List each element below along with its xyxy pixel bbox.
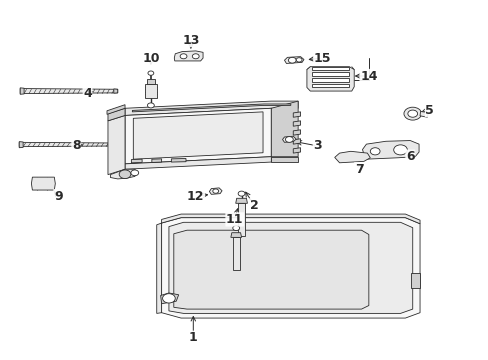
Polygon shape xyxy=(334,151,369,163)
Polygon shape xyxy=(235,198,247,203)
Circle shape xyxy=(369,148,379,155)
Text: 15: 15 xyxy=(313,51,330,64)
Polygon shape xyxy=(174,51,203,61)
Polygon shape xyxy=(110,169,137,179)
Polygon shape xyxy=(311,67,348,70)
Circle shape xyxy=(232,226,239,230)
Circle shape xyxy=(162,294,175,303)
Polygon shape xyxy=(282,136,296,142)
Polygon shape xyxy=(107,105,125,114)
Polygon shape xyxy=(293,121,300,126)
Circle shape xyxy=(403,107,421,120)
Polygon shape xyxy=(209,188,222,194)
Circle shape xyxy=(148,71,154,75)
Polygon shape xyxy=(20,88,24,94)
Circle shape xyxy=(285,136,293,142)
Text: 6: 6 xyxy=(405,150,414,163)
Circle shape xyxy=(131,170,139,176)
Polygon shape xyxy=(132,104,290,112)
Polygon shape xyxy=(133,112,263,159)
Polygon shape xyxy=(311,72,348,76)
Polygon shape xyxy=(152,159,161,162)
Polygon shape xyxy=(161,218,419,318)
Polygon shape xyxy=(293,148,300,153)
Text: 4: 4 xyxy=(83,87,92,100)
Polygon shape xyxy=(293,112,300,117)
Polygon shape xyxy=(114,89,118,93)
Polygon shape xyxy=(237,203,245,235)
Polygon shape xyxy=(19,142,124,147)
Polygon shape xyxy=(131,159,142,163)
Polygon shape xyxy=(410,273,419,288)
Polygon shape xyxy=(125,108,271,164)
Text: 14: 14 xyxy=(359,69,377,82)
Text: 3: 3 xyxy=(313,139,321,152)
Circle shape xyxy=(212,189,218,193)
Polygon shape xyxy=(311,78,348,82)
Polygon shape xyxy=(306,67,353,91)
Polygon shape xyxy=(125,101,298,116)
Polygon shape xyxy=(31,177,55,190)
Polygon shape xyxy=(362,140,418,159)
Polygon shape xyxy=(173,230,368,309)
Polygon shape xyxy=(161,214,419,224)
Polygon shape xyxy=(293,130,300,135)
Circle shape xyxy=(147,103,154,108)
Text: 7: 7 xyxy=(354,163,363,176)
Polygon shape xyxy=(271,101,298,157)
Text: 5: 5 xyxy=(425,104,433,117)
Polygon shape xyxy=(271,157,298,162)
Text: 2: 2 xyxy=(249,199,258,212)
Circle shape xyxy=(238,191,244,196)
Polygon shape xyxy=(19,141,23,148)
Text: 10: 10 xyxy=(142,51,159,64)
Polygon shape xyxy=(20,89,118,94)
Polygon shape xyxy=(232,237,239,270)
Text: 13: 13 xyxy=(182,33,199,47)
Polygon shape xyxy=(168,222,412,314)
Text: 8: 8 xyxy=(72,139,81,152)
Polygon shape xyxy=(293,139,300,144)
Polygon shape xyxy=(284,57,304,63)
Text: 1: 1 xyxy=(188,331,197,344)
Text: 12: 12 xyxy=(186,190,204,203)
Circle shape xyxy=(288,57,296,63)
Polygon shape xyxy=(171,158,185,162)
Circle shape xyxy=(393,145,407,155)
Circle shape xyxy=(296,58,302,62)
Circle shape xyxy=(119,170,131,179)
Polygon shape xyxy=(230,233,241,237)
Polygon shape xyxy=(419,112,427,117)
Polygon shape xyxy=(147,78,155,84)
Text: 9: 9 xyxy=(54,190,62,203)
Text: 11: 11 xyxy=(225,213,243,226)
Polygon shape xyxy=(145,84,157,98)
Circle shape xyxy=(192,54,199,59)
Polygon shape xyxy=(108,116,125,175)
Polygon shape xyxy=(125,157,271,169)
Polygon shape xyxy=(160,293,178,304)
Circle shape xyxy=(180,54,186,59)
Circle shape xyxy=(407,110,417,117)
Polygon shape xyxy=(311,84,348,87)
Polygon shape xyxy=(157,223,161,314)
Polygon shape xyxy=(108,108,125,121)
